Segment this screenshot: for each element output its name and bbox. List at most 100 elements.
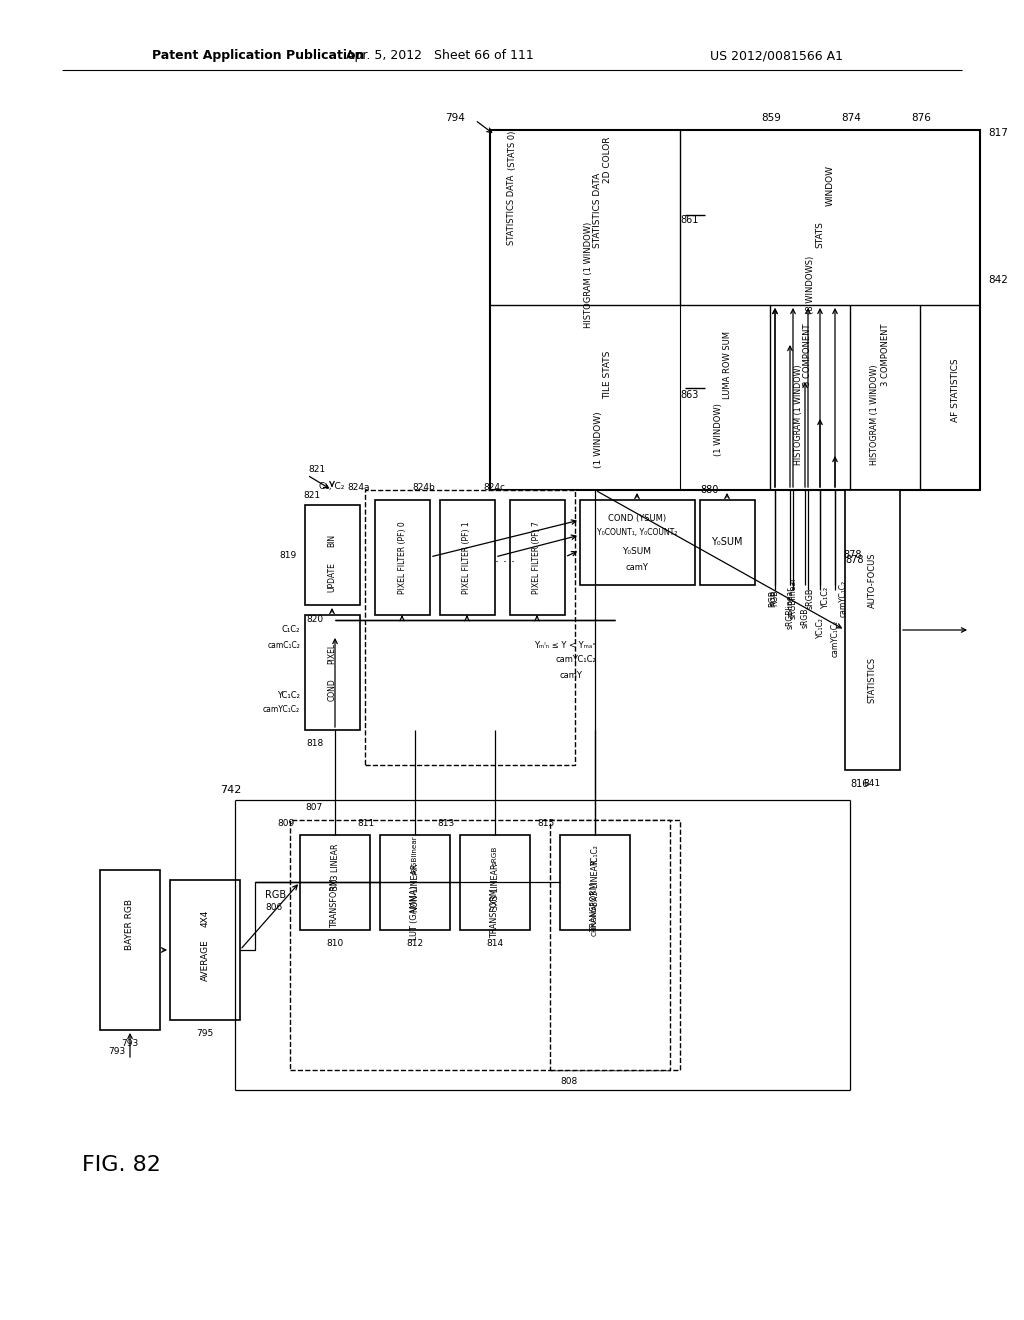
Text: RGB: RGB — [770, 590, 779, 606]
Text: YC₁C₂: YC₁C₂ — [278, 690, 300, 700]
Text: (STATS 0): (STATS 0) — [508, 131, 516, 170]
Text: 811: 811 — [357, 818, 375, 828]
Text: TRANSFORM: TRANSFORM — [331, 878, 340, 928]
Text: 880: 880 — [700, 484, 719, 495]
Text: sRGBlinear: sRGBlinear — [412, 836, 418, 875]
Text: 859: 859 — [761, 114, 781, 123]
Text: 3 COMPONENT: 3 COMPONENT — [804, 323, 812, 387]
Text: 815: 815 — [538, 818, 555, 828]
Text: 821: 821 — [308, 466, 326, 474]
Text: STATISTICS: STATISTICS — [867, 657, 877, 704]
Bar — [100, 870, 160, 1030]
Text: 874: 874 — [841, 114, 861, 123]
Text: Yₘᴵₙ ≤ Y < Yₘₐˣ: Yₘᴵₙ ≤ Y < Yₘₐˣ — [534, 640, 596, 649]
Text: 878: 878 — [846, 554, 864, 565]
Text: 807: 807 — [305, 804, 323, 813]
Text: 3X3 LINEAR: 3X3 LINEAR — [490, 863, 500, 911]
Text: Patent Application Publication: Patent Application Publication — [152, 49, 365, 62]
Text: 3 COMPONENT: 3 COMPONENT — [881, 323, 890, 387]
Text: 814: 814 — [486, 940, 504, 949]
Text: YC₁C₂: YC₁C₂ — [591, 845, 599, 866]
Text: 808: 808 — [560, 1077, 578, 1086]
Text: LUMA ROW SUM: LUMA ROW SUM — [724, 331, 732, 399]
Text: camYC₁C₂: camYC₁C₂ — [830, 619, 840, 656]
Text: BIN: BIN — [328, 533, 337, 546]
Text: 3X3 LINEAR: 3X3 LINEAR — [331, 843, 340, 890]
Text: RGB: RGB — [265, 890, 286, 900]
Text: AF STATISTICS: AF STATISTICS — [950, 358, 959, 422]
Text: 813: 813 — [437, 818, 455, 828]
Text: C₁C₂: C₁C₂ — [282, 626, 300, 635]
Text: camYC₁C₂: camYC₁C₂ — [263, 705, 300, 714]
Bar — [290, 820, 680, 1071]
Text: 878: 878 — [843, 550, 861, 560]
Text: camY: camY — [560, 671, 583, 680]
Text: STATS: STATS — [815, 222, 824, 248]
Text: sRGB: sRGB — [492, 845, 498, 865]
Text: 824b: 824b — [413, 483, 435, 492]
Text: Y₀SUM: Y₀SUM — [712, 537, 742, 546]
Text: (8 WINDOWS): (8 WINDOWS) — [806, 256, 814, 314]
Bar — [305, 615, 360, 730]
Text: Y₀COUNT₁, Y₀COUNT₂: Y₀COUNT₁, Y₀COUNT₂ — [597, 528, 677, 536]
Text: NON-LINEAR: NON-LINEAR — [411, 862, 420, 912]
Text: WINDOW: WINDOW — [825, 165, 835, 206]
Text: 795: 795 — [197, 1030, 214, 1039]
Text: STATISTICS DATA: STATISTICS DATA — [508, 174, 516, 246]
Text: 876: 876 — [911, 114, 931, 123]
Text: 3X3 LINEAR: 3X3 LINEAR — [591, 859, 599, 907]
Bar — [550, 820, 670, 1071]
Text: PIXEL FILTER (PF) 7: PIXEL FILTER (PF) 7 — [532, 521, 542, 594]
Text: 4X4: 4X4 — [201, 909, 210, 927]
Text: PIXEL FILTER (PF) 1: PIXEL FILTER (PF) 1 — [463, 521, 471, 594]
Bar — [300, 836, 370, 931]
Text: 819: 819 — [280, 550, 297, 560]
Text: PIXEL FILTER (PF) 0: PIXEL FILTER (PF) 0 — [397, 521, 407, 594]
Text: YC₁C₂: YC₁C₂ — [821, 587, 830, 609]
Text: TRANSFORM: TRANSFORM — [490, 888, 500, 937]
Text: . . .: . . . — [495, 552, 515, 565]
Text: sRGBlinear: sRGBlinear — [788, 577, 798, 619]
Text: 742: 742 — [220, 785, 242, 795]
Text: TRANSFORM: TRANSFORM — [591, 882, 599, 932]
Bar — [170, 880, 240, 1020]
Text: camYC₁C₂: camYC₁C₂ — [839, 579, 848, 616]
Bar — [560, 836, 630, 931]
Text: LUT (GAMMA): LUT (GAMMA) — [411, 886, 420, 940]
Text: HISTOGRAM (1 WINDOW): HISTOGRAM (1 WINDOW) — [794, 364, 803, 466]
Text: 809: 809 — [278, 818, 295, 828]
Text: camY: camY — [626, 564, 648, 573]
Text: BAYER RGB: BAYER RGB — [126, 899, 134, 950]
Text: Apr. 5, 2012   Sheet 66 of 111: Apr. 5, 2012 Sheet 66 of 111 — [346, 49, 534, 62]
Text: COND (YSUM): COND (YSUM) — [608, 513, 666, 523]
Bar — [305, 506, 360, 605]
Text: AVERAGE: AVERAGE — [201, 939, 210, 981]
Text: 793: 793 — [108, 1048, 125, 1056]
Text: US 2012/0081566 A1: US 2012/0081566 A1 — [710, 49, 843, 62]
Text: 812: 812 — [407, 940, 424, 949]
Text: FIG. 82: FIG. 82 — [82, 1155, 161, 1175]
Text: 2D COLOR: 2D COLOR — [603, 137, 612, 183]
Text: Y₀SUM: Y₀SUM — [623, 548, 651, 557]
Text: C₁, C₂: C₁, C₂ — [319, 483, 345, 491]
Text: 794: 794 — [445, 114, 465, 123]
Text: 793: 793 — [122, 1040, 138, 1048]
Text: 810: 810 — [327, 940, 344, 949]
Bar — [365, 490, 575, 766]
Text: 820: 820 — [306, 615, 324, 623]
Bar — [460, 836, 530, 931]
Text: sRGBlinear: sRGBlinear — [785, 587, 795, 630]
Text: 821: 821 — [303, 491, 319, 499]
Text: 841: 841 — [863, 780, 881, 788]
Text: STATISTICS DATA: STATISTICS DATA — [594, 173, 602, 248]
Text: CHROMA: CHROMA — [592, 904, 598, 936]
Text: TILE STATS: TILE STATS — [603, 351, 612, 399]
Bar — [510, 500, 565, 615]
Text: RGB: RGB — [768, 589, 777, 607]
Text: UPDATE: UPDATE — [328, 562, 337, 591]
Text: AUTO-FOCUS: AUTO-FOCUS — [867, 552, 877, 607]
Text: camC₁C₂: camC₁C₂ — [267, 640, 300, 649]
Bar — [375, 500, 430, 615]
Text: 806: 806 — [265, 903, 283, 912]
Bar — [380, 836, 450, 931]
